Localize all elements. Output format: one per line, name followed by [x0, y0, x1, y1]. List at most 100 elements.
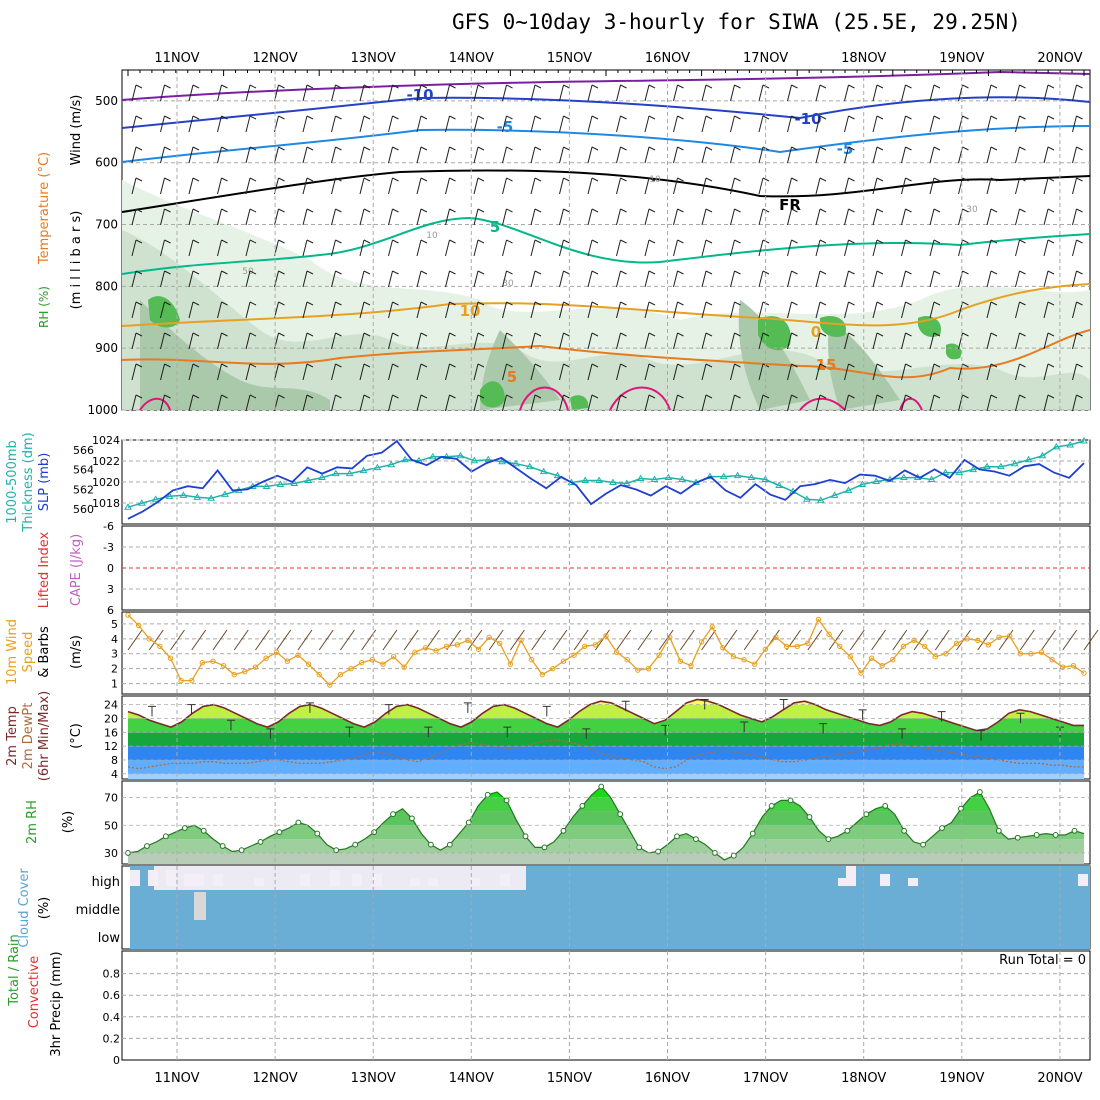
upper-wind-barb [787, 177, 798, 195]
upper-wind-barb [160, 363, 171, 381]
wind-barb-flag [164, 84, 171, 89]
rh-marker [162, 833, 169, 840]
thickness-marker [747, 473, 756, 481]
wind-barb-flag [648, 301, 656, 306]
wind-barb-staff [217, 363, 222, 381]
wind-barb-staff [758, 332, 764, 350]
wind-barb-staff [815, 239, 821, 257]
wind-barb-staff [245, 270, 251, 288]
thickness-marker [803, 495, 811, 502]
surface-wind-barb [467, 629, 483, 651]
slp-tick-label: 1020 [92, 476, 120, 489]
cloud-high-block [846, 866, 856, 886]
date-label-bottom: 20NOV [1037, 1071, 1082, 1086]
wind-barb-staff [901, 208, 906, 226]
temp-tick-label: 4 [111, 768, 118, 781]
wind-barb-staff [559, 270, 564, 288]
wind-speed-marker [422, 645, 429, 651]
upper-wind-barb [416, 177, 428, 195]
upper-wind-barb [587, 177, 599, 195]
wind-speed-marker [879, 662, 885, 669]
wind-barb-staff [901, 115, 906, 133]
upper-wind-barb [929, 84, 941, 102]
upper-wind-barb [502, 177, 513, 195]
wind-barb-flag [905, 332, 912, 337]
wind-barb-staff [1072, 363, 1077, 381]
wind-barb-staff [217, 270, 222, 288]
upper-wind-barb [388, 363, 399, 381]
wind-barb-flag [221, 146, 228, 151]
wind-barb-flag [705, 363, 713, 368]
upper-wind-barb [787, 239, 798, 257]
upper-wind-barb [929, 301, 941, 319]
date-label-bottom: 16NOV [645, 1071, 690, 1086]
wind-barb-staff [1043, 239, 1049, 257]
upper-wind-barb [502, 115, 513, 133]
wind-barb-staff [331, 84, 336, 102]
upper-wind-barb [1072, 239, 1083, 257]
upper-wind-barb [131, 115, 143, 133]
wind-barb-staff [844, 332, 849, 350]
upper-wind-barb [901, 270, 912, 288]
wind-speed-marker [815, 616, 822, 623]
upper-wind-barb [416, 146, 428, 164]
wind-barb-flag [449, 115, 456, 120]
upper-wind-barb [473, 270, 485, 288]
wind-speed-marker [868, 655, 875, 661]
wind-barb-staff [587, 146, 593, 164]
wind-barb-staff [359, 115, 365, 133]
temp-band [128, 759, 1084, 774]
cloud-high-band [154, 866, 526, 890]
rh-marker [995, 827, 1002, 834]
upper-wind-barb [1072, 208, 1083, 226]
wind-barb-flag [791, 146, 798, 151]
upper-wind-barb [901, 115, 912, 133]
wind-barb-flag [648, 177, 656, 182]
wind-barb-flag [335, 332, 342, 337]
wind-barb-staff [473, 301, 479, 319]
wind-barb-staff [416, 208, 422, 226]
upper-wind-barb [815, 146, 827, 164]
wind-barb-flag [990, 146, 998, 151]
thickness-marker [124, 503, 132, 510]
upper-wind-barb [1043, 84, 1055, 102]
isotherm-label: 5 [490, 218, 500, 236]
wind-barb-flag [135, 270, 143, 275]
wind-barb-staff [160, 177, 165, 195]
upper-wind-barb [958, 146, 969, 164]
wind-barb-staff [815, 115, 821, 133]
wind-barb-flag [278, 394, 285, 399]
rh-marker [427, 841, 434, 848]
wind-barb-flag [563, 394, 570, 399]
wind-barb-staff [473, 363, 479, 381]
wind-barb-staff [302, 208, 308, 226]
wind-barb-flag [249, 394, 257, 399]
wind-barb-staff [644, 208, 650, 226]
wind-barb-flag [705, 146, 713, 151]
wind-barb-flag [1047, 208, 1055, 213]
wind-barb-staff [188, 394, 194, 412]
upper-wind-barb [445, 332, 456, 350]
wind-barb-flag [1076, 301, 1083, 306]
wind-barb-flag [734, 301, 741, 306]
wind-barb-staff [388, 239, 393, 257]
wind-barb-staff [331, 394, 336, 412]
upper-wind-barb [274, 84, 285, 102]
surface-wind-barb [382, 629, 398, 651]
slp-tick-label: 1018 [92, 497, 120, 510]
upper-wind-barb [302, 239, 314, 257]
upper-wind-barb [188, 301, 200, 319]
upper-wind-barb [958, 270, 969, 288]
wind-barb-flag [876, 177, 884, 182]
wind-barb-staff [986, 301, 992, 319]
wind-barb-staff [701, 208, 707, 226]
wind-barb-flag [791, 84, 798, 89]
upper-wind-barb [787, 146, 798, 164]
upper-wind-barb [1043, 301, 1055, 319]
wind-barb-staff [730, 363, 735, 381]
wind-barb-staff [872, 301, 878, 319]
wind-barb-flag [563, 177, 570, 182]
upper-wind-barb [388, 177, 399, 195]
wind-barb-staff [359, 146, 365, 164]
rh-marker [693, 836, 699, 842]
